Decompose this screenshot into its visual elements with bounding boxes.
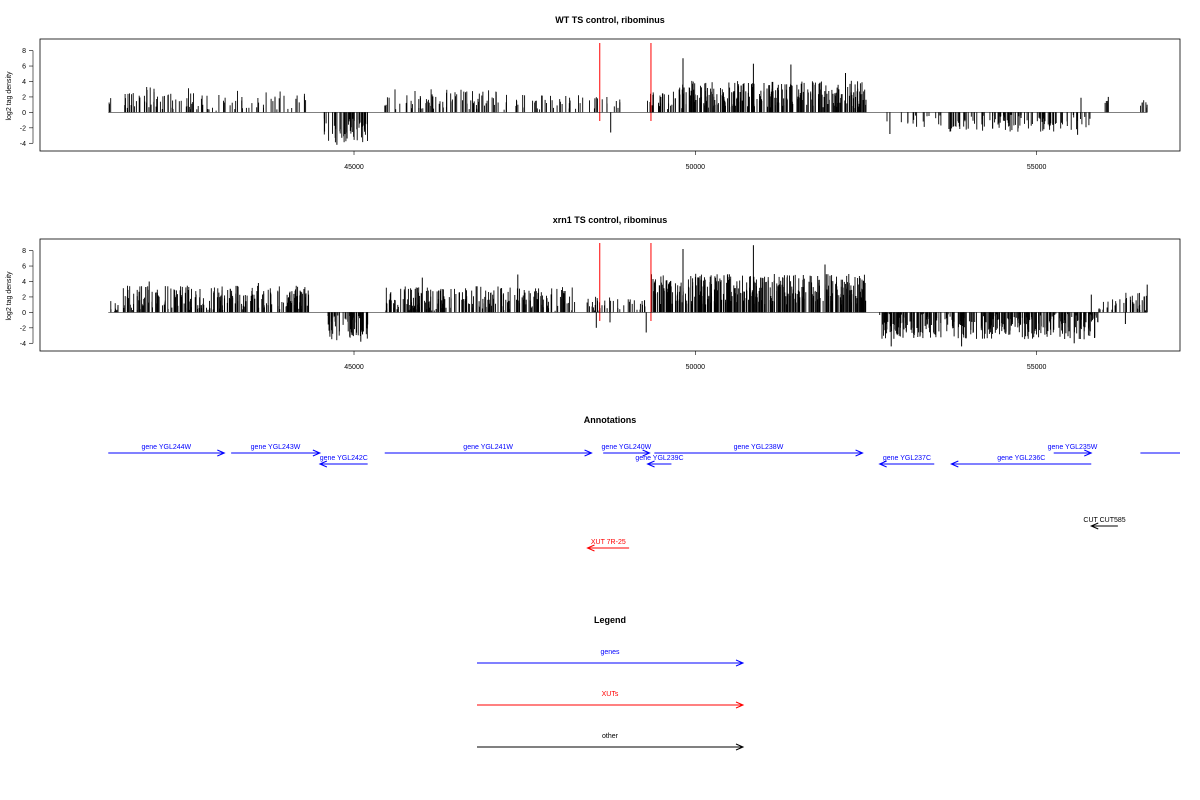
annotation-gene-ygl237c: gene YGL237C	[878, 455, 935, 468]
annotation-label: gene YGL244W	[141, 444, 191, 451]
legend-item-xuts: XUTs	[477, 691, 745, 709]
wt-y-tick-label: 4	[22, 79, 26, 86]
xrn1-y-tick-label: 6	[22, 264, 26, 271]
annotation-gene-ygl235w: gene YGL235W	[1048, 444, 1098, 457]
annotation-arrowhead	[217, 449, 226, 457]
annotation-arrowhead	[855, 449, 864, 457]
legend-label: other	[602, 733, 619, 740]
annotation-gene-ygl239c: gene YGL239C	[635, 455, 684, 468]
wt-panel-title: WT TS control, ribominus	[555, 15, 665, 25]
annotation-arrowhead	[642, 449, 651, 457]
annotation-label: gene YGL236C	[997, 455, 1045, 462]
xrn1-x-tick-label: 45000	[344, 364, 364, 371]
annotation-arrowhead	[646, 460, 655, 468]
annotation-arrowhead	[318, 460, 328, 468]
annotation-gene-ygl242c: gene YGL242C	[318, 455, 368, 468]
annotation-label: gene YGL237C	[883, 455, 931, 462]
annotation-arrowhead	[1089, 522, 1099, 530]
wt-y-axis-label: log2 tag density	[6, 71, 13, 121]
legend: Legend genes XUTs other	[477, 615, 745, 751]
annotations-title: Annotations	[584, 415, 637, 425]
legend-item-genes: genes	[477, 649, 745, 667]
wt-x-tick-label: 50000	[686, 164, 706, 171]
annotation-arrowhead	[1084, 449, 1093, 457]
annotation-arrowhead	[586, 544, 595, 552]
annotation-arrowhead	[312, 449, 322, 457]
xrn1-y-tick-label: 2	[22, 294, 26, 301]
wt-coverage-panel: WT TS control, ribominus log2 tag densit…	[6, 15, 1181, 171]
annotation-gene-ygl236c: gene YGL236C	[950, 455, 1092, 468]
annotation-label: gene YGL239C	[635, 455, 683, 462]
annotation-label: gene YGL241W	[463, 444, 513, 451]
annotation-gene-ygl241w: gene YGL241W	[384, 444, 593, 457]
annotation-arrowhead	[584, 449, 593, 457]
annotation-gene-ygl244w: gene YGL244W	[108, 444, 226, 457]
wt-x-tick-label: 45000	[344, 164, 364, 171]
xrn1-coverage-panel: xrn1 TS control, ribominus log2 tag dens…	[6, 215, 1181, 371]
legend-arrowhead	[735, 701, 745, 709]
xrn1-coverage-bars	[110, 245, 1148, 347]
annotation-gene-ygl243w: gene YGL243W	[231, 444, 322, 457]
annotation-label: CUT CUT585	[1083, 517, 1125, 524]
xrn1-x-tick-label: 50000	[686, 364, 706, 371]
wt-y-tick-label: -2	[20, 125, 26, 132]
xrn1-plot-frame	[39, 238, 1181, 352]
xrn1-x-axis: 45000 50000 55000	[344, 351, 1046, 371]
annotation-label: gene YGL240W	[602, 444, 652, 451]
annotation-xut-7r-25: XUT 7R-25	[586, 539, 630, 552]
legend-label: XUTs	[602, 691, 619, 698]
legend-arrowhead	[735, 743, 745, 751]
wt-x-axis: 45000 50000 55000	[344, 151, 1046, 171]
annotation-cut-cut585: CUT CUT585	[1083, 517, 1126, 530]
wt-y-tick-label: 8	[22, 48, 26, 55]
wt-y-tick-label: -4	[20, 141, 26, 148]
annotation-gene-ygl238w: gene YGL238W	[654, 444, 864, 457]
legend-label: genes	[600, 649, 620, 656]
annotations-track: Annotations gene YGL244W gene YGL243Wgene…	[108, 415, 1180, 552]
wt-x-tick-label: 55000	[1027, 164, 1047, 171]
annotation-label: gene YGL242C	[320, 455, 368, 462]
legend-item-other: other	[477, 733, 745, 751]
annotation-label: gene YGL235W	[1048, 444, 1098, 451]
annotation-arrowhead	[878, 460, 887, 468]
xrn1-y-axis-label: log2 tag density	[6, 271, 13, 321]
annotation-features: gene YGL244W gene YGL243W gene YGL242C gene…	[108, 444, 1180, 552]
xrn1-y-axis: -4 -2 0 2 4 6 8	[20, 248, 1148, 348]
xrn1-marker-lines	[599, 243, 652, 321]
wt-plot-frame	[39, 38, 1181, 152]
annotation-arrowhead	[950, 460, 959, 468]
wt-y-tick-label: 2	[22, 94, 26, 101]
wt-marker-lines	[599, 43, 652, 121]
annotation-gene-ygl240w: gene YGL240W	[602, 444, 652, 457]
xrn1-y-tick-label: 0	[22, 310, 26, 317]
legend-title: Legend	[594, 615, 626, 625]
legend-items: genes XUTs other	[477, 649, 745, 751]
wt-y-axis: -4 -2 0 2 4 6 8	[20, 48, 1148, 148]
wt-coverage-bars	[108, 58, 1148, 145]
xrn1-y-tick-label: 8	[22, 248, 26, 255]
annotation-label: gene YGL238W	[734, 444, 784, 451]
wt-y-tick-label: 0	[22, 110, 26, 117]
annotation-label: XUT 7R-25	[591, 539, 626, 546]
xrn1-x-tick-label: 55000	[1027, 364, 1047, 371]
xrn1-y-tick-label: -2	[20, 325, 26, 332]
xrn1-panel-title: xrn1 TS control, ribominus	[553, 215, 668, 225]
xrn1-y-tick-label: -4	[20, 341, 26, 348]
xrn1-y-tick-label: 4	[22, 279, 26, 286]
legend-arrowhead	[735, 659, 745, 667]
wt-y-tick-label: 6	[22, 64, 26, 71]
annotation-label: gene YGL243W	[251, 444, 301, 451]
